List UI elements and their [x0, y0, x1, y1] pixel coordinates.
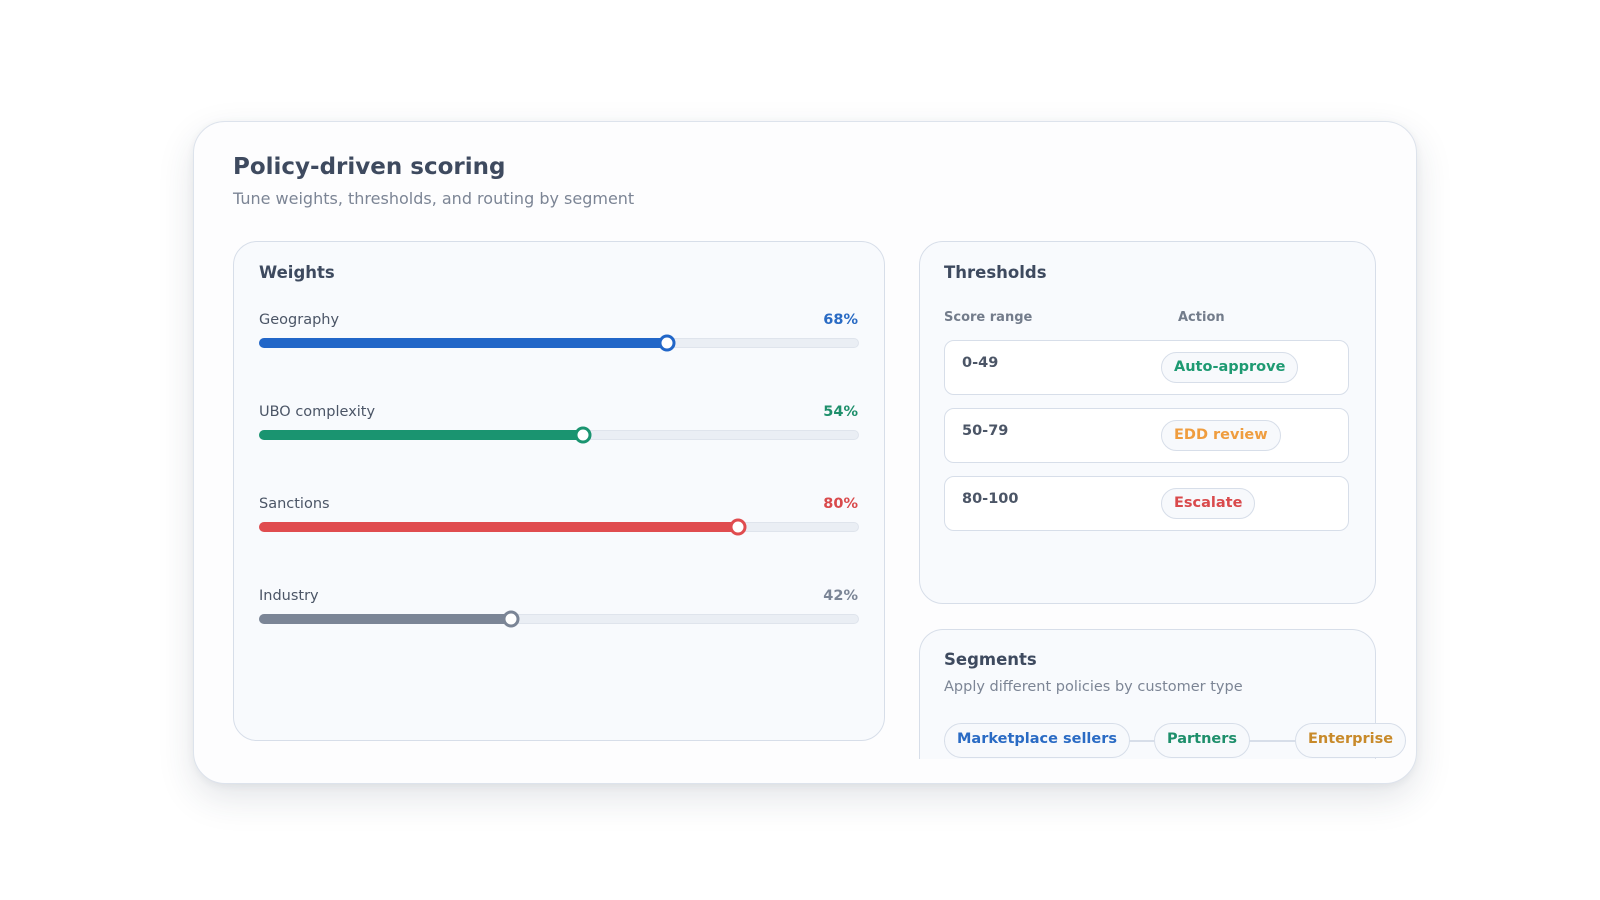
weight-value-sanctions: 80%	[823, 496, 858, 512]
slider-handle-industry[interactable]	[502, 610, 520, 628]
slider-handle-ubo-complexity[interactable]	[574, 426, 592, 444]
weight-value-industry: 42%	[823, 588, 858, 604]
weight-value-ubo-complexity: 54%	[823, 404, 858, 420]
weights-title: Weights	[259, 263, 335, 282]
slider-industry[interactable]	[259, 610, 859, 628]
slider-fill-ubo-complexity	[259, 430, 582, 440]
slider-fill-geography	[259, 338, 666, 348]
weights-panel	[233, 241, 885, 741]
slider-sanctions[interactable]	[259, 518, 859, 536]
slider-handle-geography[interactable]	[658, 334, 676, 352]
segments-title: Segments	[944, 650, 1037, 669]
slider-fill-industry	[259, 614, 511, 624]
threshold-range: 50-79	[962, 423, 1009, 439]
weight-label-geography: Geography	[259, 312, 340, 328]
slider-geography[interactable]	[259, 334, 859, 352]
threshold-row[interactable]: 50-79 EDD review	[944, 408, 1349, 463]
segments-subtitle: Apply different policies by customer typ…	[944, 679, 1243, 695]
action-badge-escalate[interactable]: Escalate	[1161, 488, 1256, 519]
action-badge-auto-approve[interactable]: Auto-approve	[1161, 352, 1299, 383]
segment-chip-partners[interactable]: Partners	[1154, 723, 1251, 758]
slider-handle-sanctions[interactable]	[729, 518, 747, 536]
thresholds-title: Thresholds	[944, 263, 1047, 282]
weight-label-ubo-complexity: UBO complexity	[259, 404, 376, 420]
weight-label-industry: Industry	[259, 588, 319, 604]
threshold-row[interactable]: 80-100 Escalate	[944, 476, 1349, 531]
weight-label-sanctions: Sanctions	[259, 496, 330, 512]
slider-ubo-complexity[interactable]	[259, 426, 859, 444]
threshold-range: 0-49	[962, 355, 999, 371]
threshold-range: 80-100	[962, 491, 1019, 507]
segment-chip-enterprise[interactable]: Enterprise	[1295, 723, 1407, 758]
slider-fill-sanctions	[259, 522, 738, 532]
column-header-action: Action	[1178, 310, 1225, 325]
page-subtitle: Tune weights, thresholds, and routing by…	[233, 189, 635, 208]
column-header-score-range: Score range	[944, 310, 1033, 325]
threshold-row[interactable]: 0-49 Auto-approve	[944, 340, 1349, 395]
weight-value-geography: 68%	[823, 312, 858, 328]
segment-chip-marketplace-sellers[interactable]: Marketplace sellers	[944, 723, 1131, 758]
page-title: Policy-driven scoring	[233, 154, 506, 180]
action-badge-edd-review[interactable]: EDD review	[1161, 420, 1281, 451]
